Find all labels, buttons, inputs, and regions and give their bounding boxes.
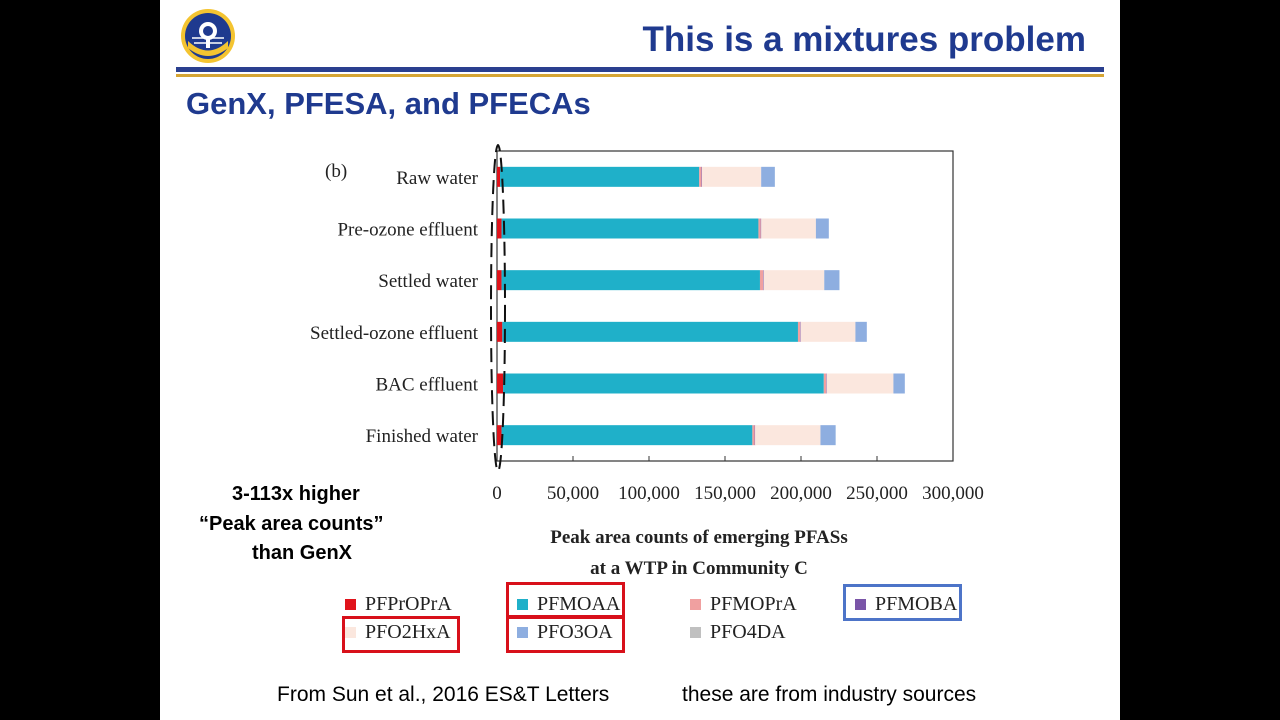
bar-segment-pfpropra xyxy=(497,166,501,187)
bar-segment-pfpropra xyxy=(497,218,502,239)
category-label: Settled water xyxy=(378,271,478,292)
title-rule-gold xyxy=(176,74,1104,77)
legend-label: PFMOAA xyxy=(537,592,621,615)
x-axis-title-line-1: Peak area counts of emerging PFASs xyxy=(550,527,847,548)
bar-segment-pfo2hxa xyxy=(800,321,856,342)
bar-segment-pfpropra xyxy=(497,270,502,291)
category-label: Settled-ozone effluent xyxy=(310,323,479,344)
category-label: Raw water xyxy=(396,168,478,189)
bar-segment-pfmopra xyxy=(699,166,702,187)
bar-segment-pfmoba xyxy=(826,373,827,394)
bar-segment-pfo3oa xyxy=(761,166,775,187)
footer-citation: From Sun et al., 2016 ES&T Letters xyxy=(277,683,610,706)
legend-item-pfmopra: PFMOPrA xyxy=(690,592,797,616)
x-tick-label: 0 xyxy=(492,483,502,504)
x-tick-label: 50,000 xyxy=(547,483,599,504)
footer-note: these are from industry sources xyxy=(682,683,977,706)
legend-label: PFO3OA xyxy=(537,620,613,643)
x-tick-label: 200,000 xyxy=(770,483,832,504)
genx-highlight-ellipse xyxy=(490,144,506,472)
legend-label: PFMOPrA xyxy=(710,592,797,615)
callout-line-1: 3-113x higher xyxy=(232,483,360,505)
legend-swatch xyxy=(345,626,356,638)
bar-segment-pfmopra xyxy=(752,425,755,446)
slide: This is a mixtures problem GenX, PFESA, … xyxy=(160,0,1120,720)
bar-segment-pfo2hxa xyxy=(763,270,825,291)
legend-item-pfmoba: PFMOBA xyxy=(855,592,957,616)
category-label: Pre-ozone effluent xyxy=(337,220,478,241)
legend-label: PFPrOPrA xyxy=(365,592,452,615)
bar-segment-pfo2hxa xyxy=(761,218,816,239)
bar-segment-pfo3oa xyxy=(893,373,905,394)
bar-segment-pfpropra xyxy=(497,373,504,394)
highlight-box-pfo2hxa xyxy=(342,616,460,653)
bar-segment-pfmopra xyxy=(797,321,801,342)
bar-segment-pfmoaa xyxy=(502,321,798,342)
bar-segment-pfmoba xyxy=(754,425,756,446)
panel-label: (b) xyxy=(325,161,347,182)
legend-swatch xyxy=(345,598,356,610)
highlight-box-pfo3oa xyxy=(506,616,625,653)
callout-line-2: “Peak area counts” xyxy=(199,513,384,535)
legend-swatch xyxy=(690,598,701,610)
bar-segment-pfpropra xyxy=(497,425,502,446)
stacked-bar-chart: 0 50,000 100,000 150,000 200,000 250,000 300,0… xyxy=(310,144,984,579)
bar-segment-pfmoba xyxy=(701,166,703,187)
legend-swatch xyxy=(517,626,528,638)
x-tick-label: 250,000 xyxy=(846,483,908,504)
bar-segment-pfmoaa xyxy=(501,425,753,446)
bar-segment-pfo2hxa xyxy=(701,166,762,187)
bar-segment-pfmoaa xyxy=(501,218,759,239)
title-rule-blue xyxy=(176,67,1104,72)
legend-label: PFO2HxA xyxy=(365,620,451,643)
bar-segment-pfmoaa xyxy=(503,373,824,394)
legend-item-pfmoaa: PFMOAA xyxy=(517,592,620,616)
x-tick-label: 100,000 xyxy=(618,483,680,504)
legend-item-pfo4da: PFO4DA xyxy=(690,620,786,644)
legend-item-pfo3oa: PFO3OA xyxy=(517,620,613,644)
legend-item-pfo2hxa: PFO2HxA xyxy=(345,620,451,644)
highlight-box-pfmoba xyxy=(843,584,962,621)
slide-subtitle: GenX, PFESA, and PFECAs xyxy=(186,86,591,121)
legend-item-pfpropra: PFPrOPrA xyxy=(345,592,452,616)
x-tick-label: 300,000 xyxy=(922,483,984,504)
category-label: Finished water xyxy=(366,426,479,447)
highlight-box-pfmoaa xyxy=(506,582,625,618)
bar-segment-pfpropra xyxy=(497,321,503,342)
bar-segment-pfo3oa xyxy=(820,425,836,446)
organization-seal-icon xyxy=(181,9,235,63)
bar-segment-pfmoaa xyxy=(500,166,700,187)
bar-segment-pfmopra xyxy=(758,218,761,239)
x-tick-label: 150,000 xyxy=(694,483,756,504)
bar-segment-pfmoba xyxy=(800,321,801,342)
bar-segment-pfmopra xyxy=(759,270,763,291)
legend-label: PFO4DA xyxy=(710,620,786,643)
category-label: BAC effluent xyxy=(375,375,478,396)
plot-frame xyxy=(496,150,954,462)
slide-title: This is a mixtures problem xyxy=(642,20,1086,59)
bar-segment-pfo3oa xyxy=(855,321,867,342)
x-axis-title-line-2: at a WTP in Community C xyxy=(590,558,808,579)
legend-swatch xyxy=(517,598,528,610)
bar-segment-pfo2hxa xyxy=(755,425,821,446)
legend-swatch xyxy=(855,598,866,610)
bar-segment-pfmoaa xyxy=(501,270,760,291)
bar-segment-pfo3oa xyxy=(815,218,829,239)
legend-swatch xyxy=(690,626,701,638)
bar-segment-pfmoba xyxy=(763,270,764,291)
bar-segment-pfmopra xyxy=(823,373,827,394)
bar-segment-pfmoba xyxy=(760,218,762,239)
bar-segment-pfo2hxa xyxy=(826,373,894,394)
bar-segment-pfo3oa xyxy=(824,270,840,291)
legend-label: PFMOBA xyxy=(875,592,958,615)
callout-line-3: than GenX xyxy=(252,542,353,564)
